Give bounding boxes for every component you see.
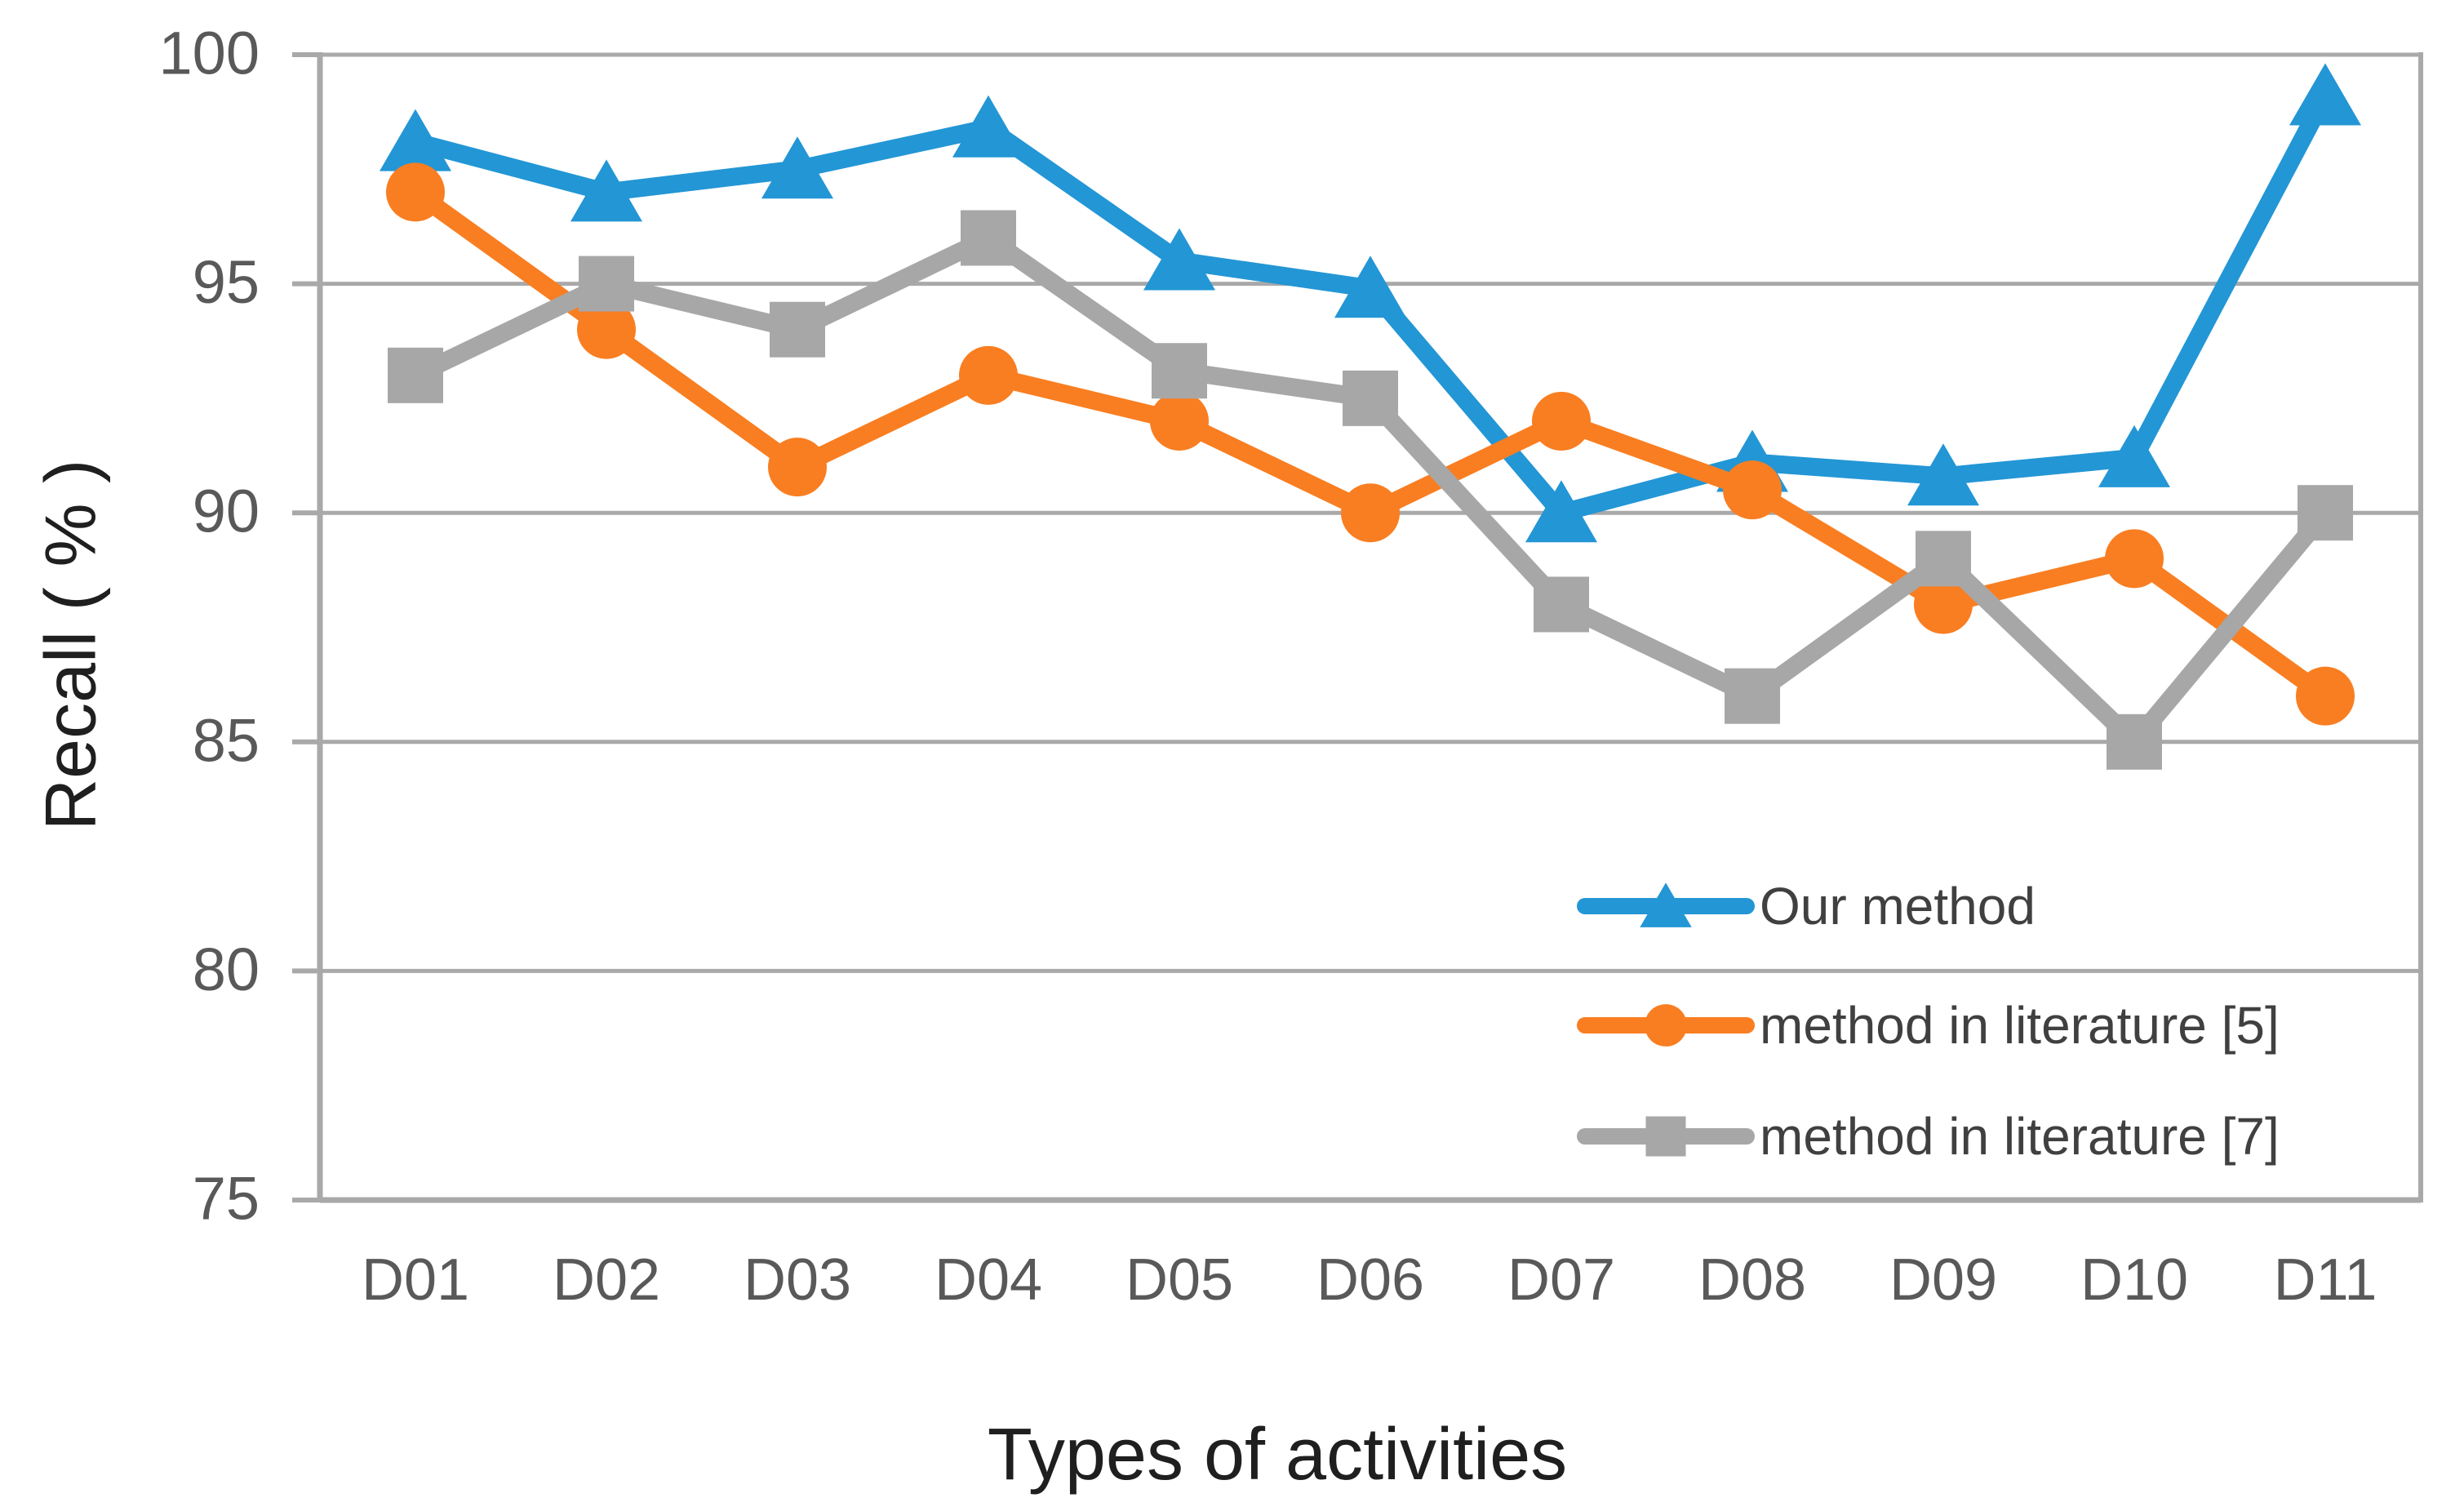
y-axis-tick-label-85: 85 [193,706,260,774]
marker-method-in-literature-7-d11 [2298,485,2353,541]
legend-item-method-in-literature-7: method in literature [7] [1577,1107,2280,1166]
x-axis-label-d07: D07 [1507,1247,1615,1313]
marker-method-in-literature-5-d02 [577,300,636,359]
marker-method-in-literature-7-d08 [1725,668,1780,724]
legend-item-method-in-literature-5: method in literature [5] [1577,996,2280,1055]
y-axis-tick-label-80: 80 [193,936,260,1003]
x-axis-title: Types of activities [988,1414,1567,1496]
x-axis-label-d03: D03 [744,1247,851,1313]
marker-our-method-d09 [1907,443,1979,506]
x-axis-label-d05: D05 [1125,1247,1233,1313]
legend-label-our-method: Our method [1760,877,2036,936]
marker-our-method-d05 [1143,228,1215,291]
x-axis-label-d02: D02 [553,1247,660,1313]
x-axis-label-d08: D08 [1698,1247,1806,1313]
marker-our-method-d02 [570,159,642,222]
x-axis-label-d06: D06 [1316,1247,1424,1313]
x-axis-label-d09: D09 [1889,1247,1997,1313]
y-axis-tick-label-90: 90 [193,478,260,545]
marker-method-in-literature-5-d04 [959,345,1018,405]
marker-method-in-literature-5-d03 [768,438,827,497]
marker-our-method-d03 [761,136,833,199]
marker-method-in-literature-7-d02 [579,256,634,312]
marker-method-in-literature-5-d09 [1914,575,1973,634]
marker-our-method-d01 [380,109,451,171]
x-axis-label-d04: D04 [935,1247,1042,1313]
x-axis-label-d10: D10 [2080,1247,2188,1313]
legend-marker-method-in-literature-7 [1645,1116,1686,1157]
legend-marker-method-in-literature-5 [1645,1004,1687,1047]
marker-method-in-literature-7-d10 [2107,713,2162,770]
y-axis-tick-label-75: 75 [193,1165,260,1233]
marker-method-in-literature-5-d10 [2105,529,2164,589]
marker-our-method-d07 [1525,480,1597,543]
marker-method-in-literature-5-d01 [386,162,445,222]
marker-method-in-literature-5-d05 [1150,391,1209,451]
marker-method-in-literature-7-d04 [961,210,1016,266]
legend-marker-our-method [1640,882,1692,927]
x-axis-label-d01: D01 [362,1247,469,1313]
marker-method-in-literature-7-d05 [1152,343,1207,399]
marker-method-in-literature-7-d09 [1916,531,1971,587]
marker-method-in-literature-7-d03 [770,301,825,358]
marker-method-in-literature-7-d01 [388,347,443,403]
legend-label-method-in-literature-7: method in literature [7] [1760,1107,2280,1166]
marker-our-method-d10 [2098,425,2170,487]
y-axis-tick-label-100: 100 [159,20,260,87]
marker-our-method-d11 [2289,63,2361,126]
marker-method-in-literature-7-d07 [1534,576,1589,633]
marker-method-in-literature-7-d06 [1343,370,1398,426]
marker-method-in-literature-5-d06 [1341,483,1400,543]
legend-label-method-in-literature-5: method in literature [5] [1760,996,2280,1055]
x-axis-label-d11: D11 [2274,1247,2377,1313]
y-axis-title: Recall ( % ) [30,460,111,831]
marker-method-in-literature-5-d07 [1532,391,1591,451]
marker-method-in-literature-5-d08 [1723,460,1782,520]
marker-our-method-d04 [952,95,1024,158]
marker-our-method-d06 [1334,256,1406,318]
marker-method-in-literature-5-d11 [2296,666,2355,726]
y-axis-tick-label-95: 95 [193,248,260,316]
